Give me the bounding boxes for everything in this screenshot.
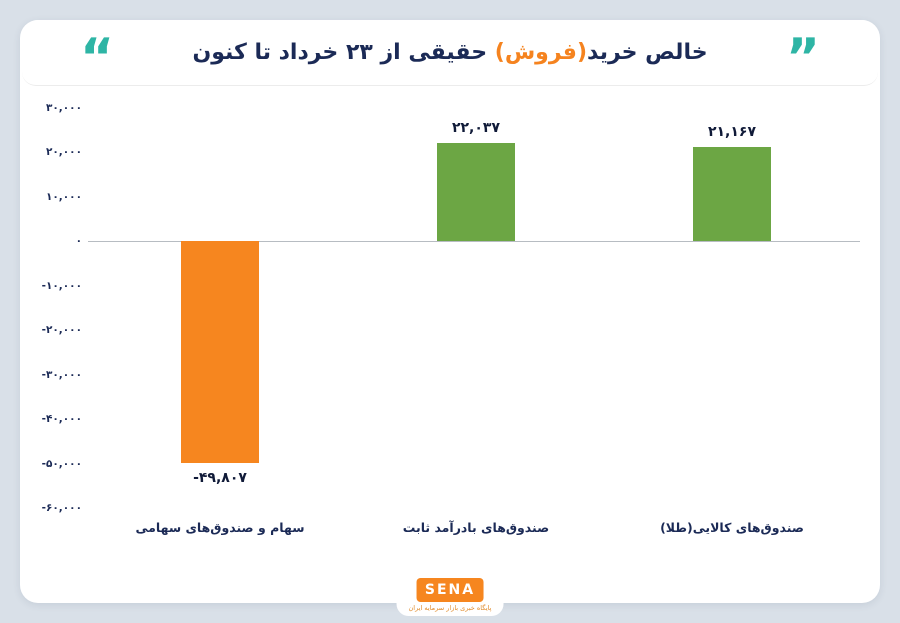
y-tick-label: ۲۰,۰۰۰ <box>45 146 82 159</box>
plot-area: -۴۹,۸۰۷ ۲۲,۰۳۷ ۲۱,۱۶۷ <box>88 108 860 508</box>
sena-logo-subtext: پایگاه خبری بازار سرمایه ایران <box>408 604 492 612</box>
zero-axis-line <box>88 241 860 243</box>
x-category-label: صندوق‌های بادرآمد ثابت <box>402 520 550 535</box>
bar-value-label: ۲۱,۱۶۷ <box>707 124 757 141</box>
bar-1 <box>437 143 515 242</box>
y-tick-label: -۱۰,۰۰۰ <box>41 279 82 292</box>
bar-value-label: ۲۲,۰۳۷ <box>451 120 501 137</box>
quote-close-icon: ” <box>785 27 820 88</box>
y-tick-label: -۵۰,۰۰۰ <box>41 457 82 470</box>
sena-logo-box: SENA <box>416 578 484 602</box>
y-tick-label: -۶۰,۰۰۰ <box>41 502 82 514</box>
x-axis-labels: سهام و صندوق‌های سهامی صندوق‌های بادرآمد … <box>92 520 860 535</box>
y-tick-label: -۲۰,۰۰۰ <box>41 324 82 337</box>
y-tick-label: -۴۰,۰۰۰ <box>41 413 82 426</box>
bar-2 <box>693 147 771 242</box>
x-category-label: سهام و صندوق‌های سهامی <box>135 520 305 535</box>
sena-logo: SENA پایگاه خبری بازار سرمایه ایران <box>396 573 504 616</box>
y-tick-label: ۰ <box>75 235 82 248</box>
title-part-3: حقیقی از ۲۳ خرداد تا کنون <box>192 40 495 65</box>
bar-0 <box>181 241 259 463</box>
y-tick-label: -۳۰,۰۰۰ <box>41 368 82 381</box>
y-tick-label: ۱۰,۰۰۰ <box>45 190 82 203</box>
bar-chart: ۳۰,۰۰۰ ۲۰,۰۰۰ ۱۰,۰۰۰ ۰ -۱۰,۰۰۰ -۲۰,۰۰۰ -۳۰,۰۰۰… <box>34 98 866 550</box>
y-axis-ticks: ۳۰,۰۰۰ ۲۰,۰۰۰ ۱۰,۰۰۰ ۰ -۱۰,۰۰۰ -۲۰,۰۰۰ -۳۰,۰۰۰… <box>34 102 84 514</box>
chart-card: “ خالص خرید(فروش) حقیقی از ۲۳ خرداد تا ک… <box>20 20 880 616</box>
y-tick-label: ۳۰,۰۰۰ <box>45 102 82 114</box>
x-category-label: صندوق‌های کالایی(طلا) <box>660 520 804 535</box>
title-part-highlight: (فروش) <box>494 40 587 65</box>
chart-title: خالص خرید(فروش) حقیقی از ۲۳ خرداد تا کنو… <box>114 40 786 65</box>
chart-header: “ خالص خرید(فروش) حقیقی از ۲۳ خرداد تا ک… <box>22 20 878 86</box>
bar-value-label: -۴۹,۸۰۷ <box>193 469 247 486</box>
quote-open-icon: “ <box>80 27 115 88</box>
title-part-1: خالص خرید <box>587 40 708 65</box>
